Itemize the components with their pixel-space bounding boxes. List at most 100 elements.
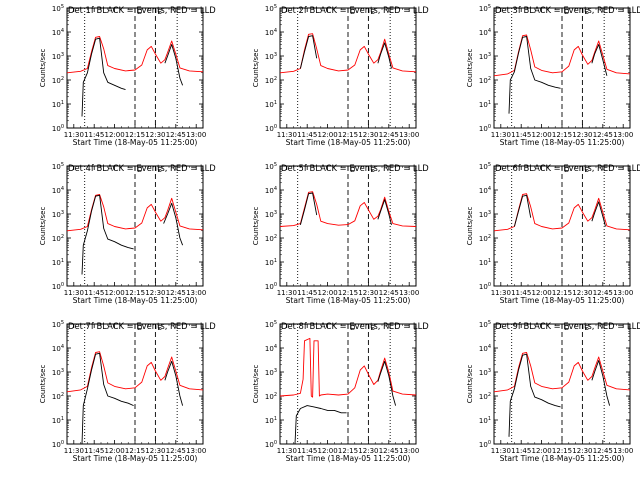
x-tick-label: 11:45 bbox=[84, 447, 104, 455]
x-tick-label: 11:30 bbox=[64, 447, 84, 455]
y-tick-label: 104 bbox=[52, 186, 64, 195]
marker-label: E bbox=[370, 166, 374, 174]
detector-panel-2: Det 2f BLACK = Events, RED = LLD10010110… bbox=[252, 4, 429, 147]
x-tick-label: 12:00 bbox=[105, 131, 125, 139]
y-tick-label: 100 bbox=[265, 282, 277, 291]
marker-label: D bbox=[137, 8, 142, 16]
x-axis-label: Start Time (18-May-05 11:25:00) bbox=[286, 296, 411, 305]
x-axis-label: Start Time (18-May-05 11:25:00) bbox=[286, 454, 411, 463]
y-tick-label: 105 bbox=[479, 4, 491, 13]
detector-panel-9: Det 9f BLACK = Events, RED = LLD10010110… bbox=[466, 320, 640, 463]
events-series-line bbox=[508, 353, 561, 437]
y-tick-label: 101 bbox=[265, 416, 277, 425]
x-tick-label: 13:00 bbox=[613, 131, 633, 139]
x-tick-label: 12:45 bbox=[166, 131, 186, 139]
x-tick-label: 12:15 bbox=[552, 131, 572, 139]
y-tick-label: 105 bbox=[265, 4, 277, 13]
y-tick-label: 102 bbox=[265, 392, 277, 401]
y-tick-label: 101 bbox=[479, 100, 491, 109]
y-axis-label: Counts/sec bbox=[466, 49, 474, 88]
events-series-line bbox=[508, 36, 561, 114]
panel-title: Det 6f BLACK = Events, RED = LLD bbox=[495, 163, 640, 173]
x-tick-label: 11:45 bbox=[297, 131, 317, 139]
detector-panel-1: Det 1f BLACK = Events, RED = LLD10010110… bbox=[39, 4, 216, 147]
y-tick-label: 103 bbox=[265, 52, 277, 61]
x-tick-label: 12:45 bbox=[379, 289, 399, 297]
x-tick-label: 12:30 bbox=[572, 131, 592, 139]
x-tick-label: 12:15 bbox=[338, 289, 358, 297]
x-tick-label: 13:00 bbox=[613, 289, 633, 297]
x-tick-label: 13:00 bbox=[399, 131, 419, 139]
y-tick-label: 100 bbox=[52, 124, 64, 133]
x-tick-label: 13:00 bbox=[186, 289, 206, 297]
x-tick-label: 12:00 bbox=[318, 131, 338, 139]
x-tick-label: 11:30 bbox=[277, 131, 297, 139]
x-tick-label: 12:15 bbox=[552, 447, 572, 455]
lld-series-line bbox=[279, 33, 417, 74]
y-axis-label: Counts/sec bbox=[466, 365, 474, 404]
x-tick-label: 12:15 bbox=[552, 289, 572, 297]
y-tick-label: 103 bbox=[479, 210, 491, 219]
marker-label: E bbox=[584, 324, 588, 332]
panel-title: Det 9f BLACK = Events, RED = LLD bbox=[495, 321, 640, 331]
detector-panel-4: Det 4f BLACK = Events, RED = LLD10010110… bbox=[39, 162, 216, 305]
marker-label: E bbox=[157, 166, 161, 174]
x-tick-label: 11:45 bbox=[511, 289, 531, 297]
x-tick-label: 12:00 bbox=[532, 131, 552, 139]
y-tick-label: 104 bbox=[265, 186, 277, 195]
marker-label: D bbox=[137, 324, 142, 332]
x-tick-label: 11:30 bbox=[277, 447, 297, 455]
x-tick-label: 11:30 bbox=[491, 131, 511, 139]
y-tick-label: 102 bbox=[479, 392, 491, 401]
marker-label: E bbox=[157, 324, 161, 332]
x-tick-label: 12:30 bbox=[145, 131, 165, 139]
x-axis-label: Start Time (18-May-05 11:25:00) bbox=[73, 138, 198, 147]
marker-label: E bbox=[157, 8, 161, 16]
x-tick-label: 11:45 bbox=[84, 289, 104, 297]
detector-panel-6: Det 6f BLACK = Events, RED = LLD10010110… bbox=[466, 162, 640, 305]
y-tick-label: 100 bbox=[52, 440, 64, 449]
y-tick-label: 104 bbox=[265, 344, 277, 353]
x-tick-label: 12:30 bbox=[572, 447, 592, 455]
y-tick-label: 105 bbox=[479, 162, 491, 171]
detector-panel-3: Det 3f BLACK = Events, RED = LLD10010110… bbox=[466, 4, 640, 147]
marker-label: E bbox=[584, 166, 588, 174]
y-tick-label: 102 bbox=[52, 392, 64, 401]
y-axis-label: Counts/sec bbox=[39, 49, 47, 88]
y-tick-label: 104 bbox=[265, 28, 277, 37]
lld-series-line bbox=[279, 337, 417, 398]
x-axis-label: Start Time (18-May-05 11:25:00) bbox=[286, 138, 411, 147]
x-tick-label: 12:00 bbox=[105, 447, 125, 455]
x-tick-label: 12:30 bbox=[358, 131, 378, 139]
x-axis-label: Start Time (18-May-05 11:25:00) bbox=[500, 296, 625, 305]
marker-label: E bbox=[370, 324, 374, 332]
y-tick-label: 102 bbox=[479, 234, 491, 243]
x-tick-label: 13:00 bbox=[613, 447, 633, 455]
y-axis-label: Counts/sec bbox=[252, 207, 260, 246]
y-tick-label: 105 bbox=[52, 162, 64, 171]
events-series-line bbox=[299, 192, 318, 226]
x-tick-label: 12:15 bbox=[125, 447, 145, 455]
x-tick-label: 11:45 bbox=[511, 131, 531, 139]
y-tick-label: 104 bbox=[52, 344, 64, 353]
y-tick-label: 103 bbox=[479, 52, 491, 61]
y-tick-label: 100 bbox=[52, 282, 64, 291]
y-tick-label: 101 bbox=[52, 258, 64, 267]
marker-label: D bbox=[350, 8, 355, 16]
x-tick-label: 13:00 bbox=[186, 131, 206, 139]
x-tick-label: 12:45 bbox=[593, 289, 613, 297]
events-series-line-segment-2 bbox=[591, 44, 608, 76]
events-series-line-segment-2 bbox=[377, 199, 392, 226]
y-tick-label: 100 bbox=[265, 124, 277, 133]
y-tick-label: 103 bbox=[265, 368, 277, 377]
y-axis-label: Counts/sec bbox=[252, 49, 260, 88]
x-tick-label: 12:15 bbox=[125, 131, 145, 139]
y-tick-label: 102 bbox=[52, 234, 64, 243]
events-series-line-segment-2 bbox=[377, 360, 397, 406]
marker-label: D bbox=[564, 324, 569, 332]
events-series-line bbox=[294, 405, 347, 445]
y-tick-label: 104 bbox=[479, 186, 491, 195]
x-tick-label: 13:00 bbox=[399, 447, 419, 455]
y-tick-label: 101 bbox=[479, 416, 491, 425]
